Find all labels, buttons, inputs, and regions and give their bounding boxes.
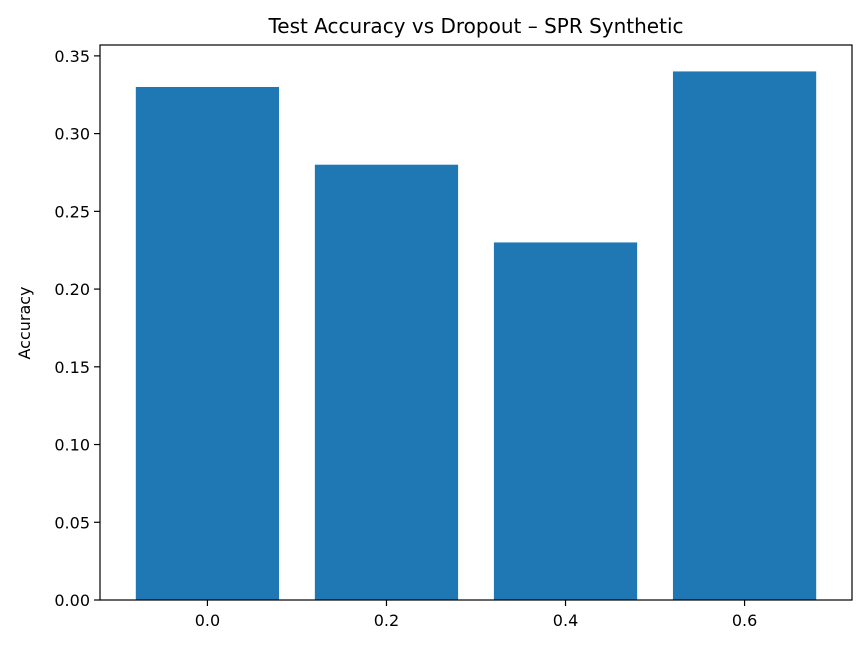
y-tick-label: 0.05: [54, 513, 90, 532]
y-tick-label: 0.35: [54, 47, 90, 66]
y-axis-label: Accuracy: [15, 286, 34, 359]
bar-0.6: [672, 71, 817, 600]
x-tick-label: 0.2: [374, 611, 399, 630]
bar-0.0: [135, 86, 280, 600]
chart-title: Test Accuracy vs Dropout – SPR Synthetic: [267, 14, 683, 38]
y-tick-label: 0.20: [54, 280, 90, 299]
x-tick-label: 0.0: [195, 611, 220, 630]
y-axis: 0.00 0.05 0.10 0.15 0.20 0.25 0.30 0.35: [54, 47, 100, 610]
x-axis: 0.0 0.2 0.4 0.6: [195, 600, 757, 630]
y-tick-label: 0.10: [54, 436, 90, 455]
y-tick-label: 0.30: [54, 125, 90, 144]
bar-0.2: [314, 164, 459, 601]
y-tick-label: 0.15: [54, 358, 90, 377]
plot-frame: [99, 44, 853, 601]
x-tick-label: 0.4: [553, 611, 578, 630]
y-tick-label: 0.00: [54, 591, 90, 610]
bars-group: [135, 71, 817, 601]
bar-0.4: [493, 242, 638, 600]
x-tick-label: 0.6: [732, 611, 757, 630]
y-tick-label: 0.25: [54, 202, 90, 221]
